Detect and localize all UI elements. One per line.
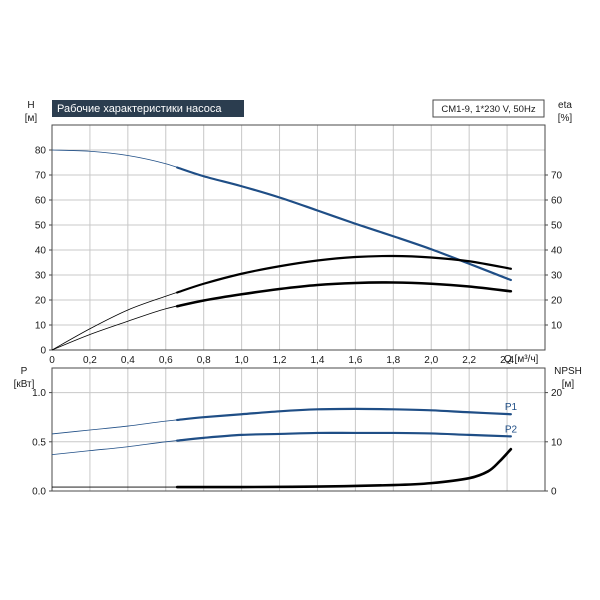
x-tick-label: 1,6 [348, 355, 362, 366]
left-tick-label: 1.0 [32, 388, 46, 399]
top-panel: 0 10 20 30 40 50 60 70 80 10 20 30 40 50 60 70 0 0,2 0,4 0,… [25, 99, 573, 367]
right-tick-label: 20 [551, 296, 563, 307]
right-tick-label: 70 [551, 171, 563, 182]
top-tick-labels: 0 10 20 30 40 50 60 70 80 10 20 30 40 50 60 70 0 0,2 0,4 0,… [35, 146, 563, 367]
left-tick-label: 30 [35, 271, 47, 282]
npsh-axis-unit: [м] [562, 379, 575, 390]
left-tick-label: 0 [40, 346, 46, 357]
x-tick-label: 2,4 [500, 355, 514, 366]
bottom-grid [51, 368, 546, 492]
model-box [432, 99, 545, 118]
series-operating-range-bottom-2 [175, 447, 513, 489]
chart-title: Рабочие характеристики насоса [57, 103, 222, 115]
x-tick-label: 0,6 [159, 355, 173, 366]
x-tick-label: 2,2 [462, 355, 476, 366]
left-tick-label: 40 [35, 246, 47, 257]
series-curve-bottom-1 [51, 432, 511, 455]
left-tick-label: 20 [35, 296, 47, 307]
bottom-panel: 0.0 0.5 1.0 0 10 20 P1 P2 P [кВт] NPSH [м] [14, 366, 582, 498]
series-operating-range-top-1 [176, 254, 512, 294]
x-tick-label: 1,2 [273, 355, 287, 366]
h-axis-unit: [м] [25, 113, 38, 124]
x-tick-label: 1,4 [311, 355, 325, 366]
p-axis-unit: [кВт] [14, 379, 35, 390]
eta-axis-unit: [%] [558, 113, 573, 124]
left-tick-label: 60 [35, 196, 47, 207]
series-label-p1: P1 [505, 402, 518, 413]
eta-axis-label: eta [558, 100, 572, 111]
top-grid [51, 125, 546, 351]
q-axis-unit-label: Q [м³/ч] [504, 354, 539, 365]
left-tick-label: 70 [35, 171, 47, 182]
left-tick-label: 0.0 [32, 487, 46, 498]
right-tick-label: 30 [551, 271, 563, 282]
series-curve-bottom-0 [51, 408, 511, 435]
left-tick-label: 0.5 [32, 437, 46, 448]
h-axis-label: H [27, 100, 34, 111]
left-tick-label: 80 [35, 146, 47, 157]
p-axis-label: P [21, 366, 28, 377]
x-tick-label: 0,4 [121, 355, 135, 366]
right-tick-label: 60 [551, 196, 563, 207]
x-tick-label: 0 [49, 355, 55, 366]
bottom-plot-frame [51, 367, 546, 492]
series-curve-top-0 [51, 149, 512, 281]
title-box [52, 100, 244, 117]
right-tick-label: 50 [551, 221, 563, 232]
right-tick-label: 20 [551, 388, 563, 399]
x-tick-label: 1,0 [235, 355, 249, 366]
series-operating-range-bottom-0 [176, 407, 512, 422]
series-curve-top-2 [51, 282, 511, 351]
x-tick-label: 0,8 [197, 355, 211, 366]
right-tick-label: 0 [551, 487, 557, 498]
right-tick-label: 40 [551, 246, 563, 257]
left-tick-label: 50 [35, 221, 47, 232]
series-label-p2: P2 [505, 424, 518, 435]
npsh-axis-label: NPSH [554, 366, 582, 377]
top-series-layer [51, 149, 513, 351]
bottom-tick-labels: 0.0 0.5 1.0 0 10 20 [32, 388, 562, 497]
x-tick-label: 2,0 [424, 355, 438, 366]
series-operating-range-top-0 [176, 166, 512, 282]
series-operating-range-top-2 [175, 281, 513, 308]
top-plot-frame [51, 124, 546, 351]
x-tick-label: 1,8 [386, 355, 400, 366]
series-curve-top-1 [51, 255, 511, 351]
bottom-series-layer: P1 P2 [51, 402, 518, 489]
series-operating-range-bottom-1 [176, 431, 512, 442]
x-tick-label: 0,2 [83, 355, 97, 366]
right-tick-label: 10 [551, 437, 563, 448]
model-label: CM1-9, 1*230 V, 50Hz [441, 104, 535, 115]
left-tick-label: 10 [35, 321, 47, 332]
right-tick-label: 10 [551, 321, 563, 332]
